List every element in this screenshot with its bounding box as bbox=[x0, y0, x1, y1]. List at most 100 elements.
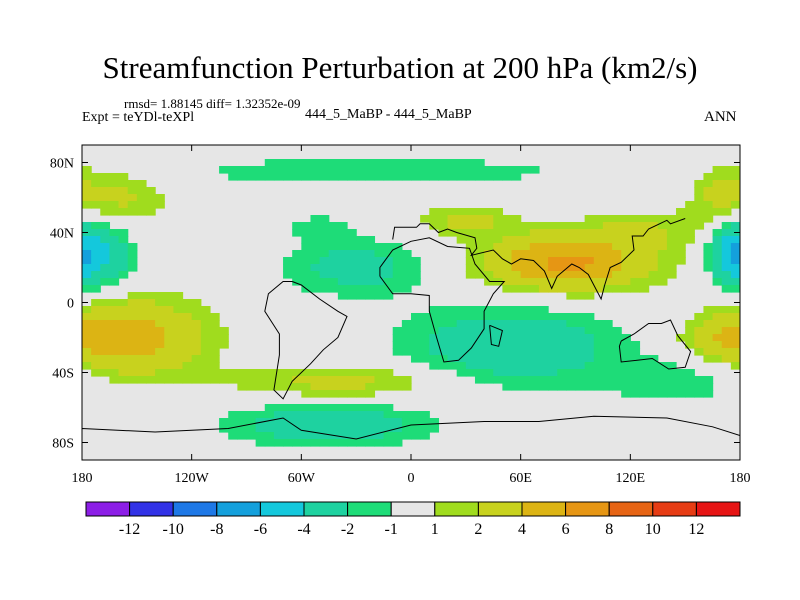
field-cell bbox=[347, 383, 357, 391]
field-cell bbox=[145, 299, 156, 307]
field-cell bbox=[392, 271, 403, 279]
field-cell bbox=[182, 376, 193, 384]
field-cell bbox=[118, 271, 129, 279]
field-cell bbox=[411, 334, 421, 342]
field-cell bbox=[191, 306, 202, 314]
field-cell bbox=[319, 215, 330, 223]
field-cell bbox=[292, 411, 302, 419]
field-cell bbox=[456, 166, 467, 174]
field-cell bbox=[82, 243, 92, 251]
field-cell bbox=[200, 334, 211, 342]
field-cell bbox=[630, 236, 641, 244]
field-cell bbox=[529, 257, 540, 265]
field-cell bbox=[721, 320, 732, 328]
field-cell bbox=[520, 369, 531, 377]
field-cell bbox=[456, 369, 467, 377]
field-cell bbox=[91, 250, 101, 258]
field-cell bbox=[191, 376, 202, 384]
field-cell bbox=[465, 271, 476, 279]
field-cell bbox=[712, 187, 723, 195]
field-cell bbox=[438, 362, 449, 370]
field-cell bbox=[474, 348, 485, 356]
field-cell bbox=[621, 257, 631, 265]
field-cell bbox=[703, 320, 714, 328]
field-cell bbox=[301, 404, 312, 412]
field-cell bbox=[712, 355, 723, 363]
field-cell bbox=[447, 208, 458, 216]
colorbar-box bbox=[521, 501, 567, 517]
field-cell bbox=[91, 229, 101, 237]
field-cell bbox=[100, 271, 111, 279]
field-cell bbox=[694, 390, 705, 398]
field-cell bbox=[612, 229, 622, 237]
axis-layer: 180 120W 60W 0 60E 120E 180 80N 40N 0 40S 80S bbox=[50, 145, 751, 486]
field-cell bbox=[337, 236, 348, 244]
field-cell bbox=[465, 159, 476, 167]
field-cell bbox=[420, 355, 430, 363]
field-cell bbox=[209, 376, 220, 384]
field-cell bbox=[82, 250, 92, 258]
field-cell bbox=[191, 299, 202, 307]
field-cell bbox=[639, 355, 650, 363]
field-cell bbox=[337, 369, 348, 377]
field-cell bbox=[621, 383, 631, 391]
field-cell bbox=[694, 208, 705, 216]
field-cell bbox=[155, 376, 165, 384]
field-cell bbox=[520, 257, 531, 265]
field-cell bbox=[310, 243, 321, 251]
field-cell bbox=[456, 334, 467, 342]
field-cell bbox=[502, 243, 513, 251]
field-cell bbox=[484, 243, 494, 251]
field-cell bbox=[310, 278, 321, 286]
field-cell bbox=[237, 369, 248, 377]
field-cell bbox=[456, 173, 467, 181]
field-cell bbox=[127, 201, 138, 209]
field-cell bbox=[685, 376, 695, 384]
field-cell bbox=[246, 369, 257, 377]
field-cell bbox=[493, 313, 503, 321]
field-cell bbox=[411, 348, 421, 356]
field-cell bbox=[319, 418, 330, 426]
field-cell bbox=[283, 425, 293, 433]
field-cell bbox=[173, 376, 184, 384]
field-cell bbox=[593, 215, 604, 223]
field-cell bbox=[392, 173, 403, 181]
field-cell bbox=[566, 355, 577, 363]
field-cell bbox=[365, 250, 376, 258]
field-cell bbox=[118, 229, 129, 237]
field-cell bbox=[703, 257, 714, 265]
field-cell bbox=[310, 376, 321, 384]
field-cell bbox=[712, 334, 723, 342]
field-cell bbox=[612, 264, 622, 272]
field-cell bbox=[429, 334, 440, 342]
field-cell bbox=[575, 292, 586, 300]
field-cell bbox=[401, 285, 412, 293]
field-cell bbox=[621, 369, 631, 377]
field-cell bbox=[575, 285, 586, 293]
field-cell bbox=[109, 320, 120, 328]
field-cell bbox=[136, 313, 147, 321]
field-cell bbox=[685, 334, 695, 342]
field-cell bbox=[374, 278, 385, 286]
field-cell bbox=[136, 362, 147, 370]
field-cell bbox=[328, 159, 339, 167]
field-cell bbox=[228, 425, 238, 433]
field-cell bbox=[447, 313, 458, 321]
field-cell bbox=[145, 306, 156, 314]
field-cell bbox=[383, 411, 394, 419]
field-cell bbox=[420, 320, 430, 328]
field-cell bbox=[511, 285, 522, 293]
field-cell bbox=[493, 229, 503, 237]
field-cell bbox=[328, 404, 339, 412]
field-cell bbox=[337, 264, 348, 272]
field-cell bbox=[337, 390, 348, 398]
field-cell bbox=[548, 341, 558, 349]
field-cell bbox=[474, 362, 485, 370]
field-cell bbox=[484, 173, 494, 181]
field-cell bbox=[493, 215, 503, 223]
field-cell bbox=[255, 425, 266, 433]
field-cell bbox=[438, 229, 449, 237]
field-cell bbox=[200, 320, 211, 328]
field-cell bbox=[209, 362, 220, 370]
field-cell bbox=[237, 383, 248, 391]
